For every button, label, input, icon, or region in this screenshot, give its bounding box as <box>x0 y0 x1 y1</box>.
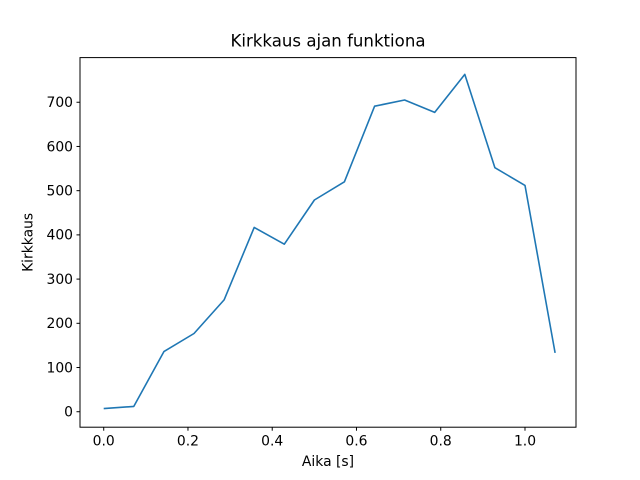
x-tick-label: 0.2 <box>177 434 199 450</box>
y-tick-label: 200 <box>46 316 73 332</box>
y-axis-ticks: 0 100 200 300 400 500 600 700 <box>46 95 80 421</box>
brightness-line-series <box>103 73 556 410</box>
x-tick-label: 0.6 <box>345 434 367 450</box>
y-tick-label: 100 <box>46 360 73 376</box>
x-axis-ticks: 0.0 0.2 0.4 0.6 0.8 1.0 <box>93 427 536 450</box>
chart-title: Kirkkaus ajan funktiona <box>230 32 425 51</box>
y-tick-label: 600 <box>46 139 73 155</box>
y-tick-label: 0 <box>64 405 73 421</box>
y-tick-label: 400 <box>46 228 73 244</box>
y-tick-label: 500 <box>46 183 73 199</box>
x-tick-label: 0.4 <box>261 434 283 450</box>
y-tick-label: 700 <box>46 95 73 111</box>
x-axis-label: Aika [s] <box>302 454 354 470</box>
y-axis-label: Kirkkaus <box>21 213 37 272</box>
x-tick-label: 1.0 <box>514 434 536 450</box>
x-tick-label: 0.8 <box>430 434 452 450</box>
plot-area <box>79 57 577 428</box>
x-tick-label: 0.0 <box>93 434 115 450</box>
y-tick-label: 300 <box>46 272 73 288</box>
